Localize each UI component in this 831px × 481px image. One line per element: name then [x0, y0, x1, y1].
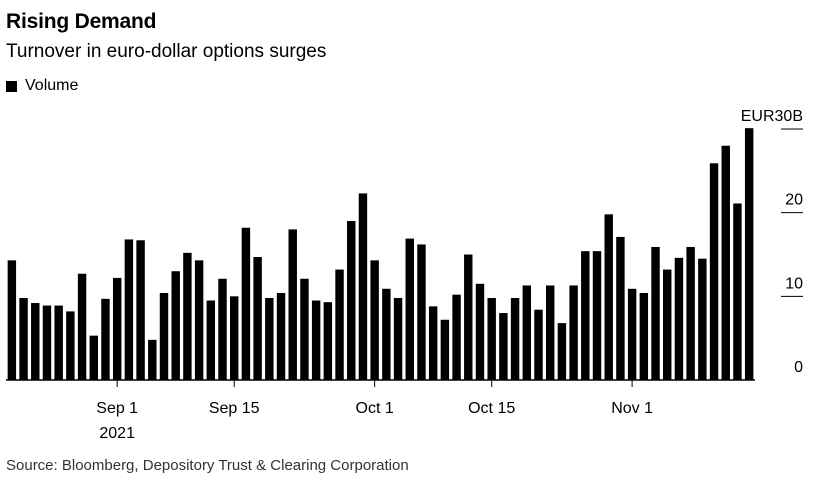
bar [709, 163, 719, 380]
bar [499, 313, 508, 380]
bar [581, 251, 590, 380]
bar [475, 283, 485, 380]
bar [194, 260, 204, 380]
y-tick-label: EUR30B [741, 108, 803, 125]
bar [569, 285, 578, 380]
legend: Volume [6, 77, 78, 95]
bar [651, 246, 660, 380]
bar [300, 278, 309, 380]
x-tick-label: Sep 15 [209, 400, 260, 417]
bar [405, 238, 414, 380]
x-tick-label: Oct 1 [356, 400, 394, 417]
bar [428, 306, 438, 380]
bar [639, 292, 649, 380]
legend-label-volume: Volume [25, 77, 79, 94]
bar [66, 311, 75, 380]
bar [510, 298, 520, 380]
bar [592, 251, 602, 380]
chart-subtitle: Turnover in euro-dollar options surges [6, 41, 327, 62]
y-tick-label: 20 [785, 192, 803, 209]
bar [744, 128, 754, 380]
bar [417, 244, 426, 380]
bar [323, 302, 333, 380]
bar [557, 323, 567, 380]
chart-title: Rising Demand [6, 10, 157, 33]
bar [218, 278, 227, 380]
bar [89, 335, 98, 380]
y-tick-label: 10 [785, 275, 803, 292]
x-tick-sublabel: 2021 [99, 425, 135, 442]
bar [733, 203, 742, 380]
bar [101, 298, 110, 380]
bar [288, 229, 297, 380]
bar [42, 305, 52, 380]
bar [159, 292, 169, 380]
bar [464, 254, 473, 380]
bar [265, 298, 274, 380]
bar [124, 239, 134, 380]
bar [19, 298, 28, 380]
bar [148, 339, 157, 380]
bar [674, 257, 684, 380]
bar [311, 300, 321, 380]
bar [487, 298, 496, 380]
bar [206, 300, 216, 380]
bar [452, 294, 461, 380]
bar [276, 292, 286, 380]
bar [393, 298, 403, 380]
bar [347, 221, 356, 380]
bar [698, 258, 707, 380]
bar [604, 214, 613, 380]
bar [686, 246, 695, 380]
legend-swatch-volume [6, 80, 17, 92]
bar [721, 145, 730, 380]
bar [136, 240, 145, 380]
bar [7, 260, 17, 380]
bar [627, 288, 637, 380]
bar [171, 271, 180, 380]
bar [534, 309, 543, 380]
bar [241, 227, 251, 380]
y-tick-label: 0 [794, 359, 803, 376]
bar [183, 252, 192, 380]
bar [440, 319, 450, 380]
bar [31, 303, 40, 380]
bar [358, 193, 368, 380]
bar [522, 285, 532, 380]
bar [370, 260, 379, 380]
x-tick-label: Nov 1 [611, 400, 653, 417]
bar [230, 296, 239, 380]
bar [253, 257, 262, 380]
x-tick-label: Sep 1 [96, 400, 138, 417]
bar [77, 273, 87, 380]
bar [545, 285, 555, 380]
bar [616, 236, 625, 380]
bar [382, 288, 391, 380]
bar [54, 305, 63, 380]
bar [335, 269, 344, 380]
bar [112, 277, 122, 380]
bar [663, 269, 672, 380]
source-note: Source: Bloomberg, Depository Trust & Cl… [6, 457, 409, 474]
x-tick-label: Oct 15 [468, 400, 515, 417]
